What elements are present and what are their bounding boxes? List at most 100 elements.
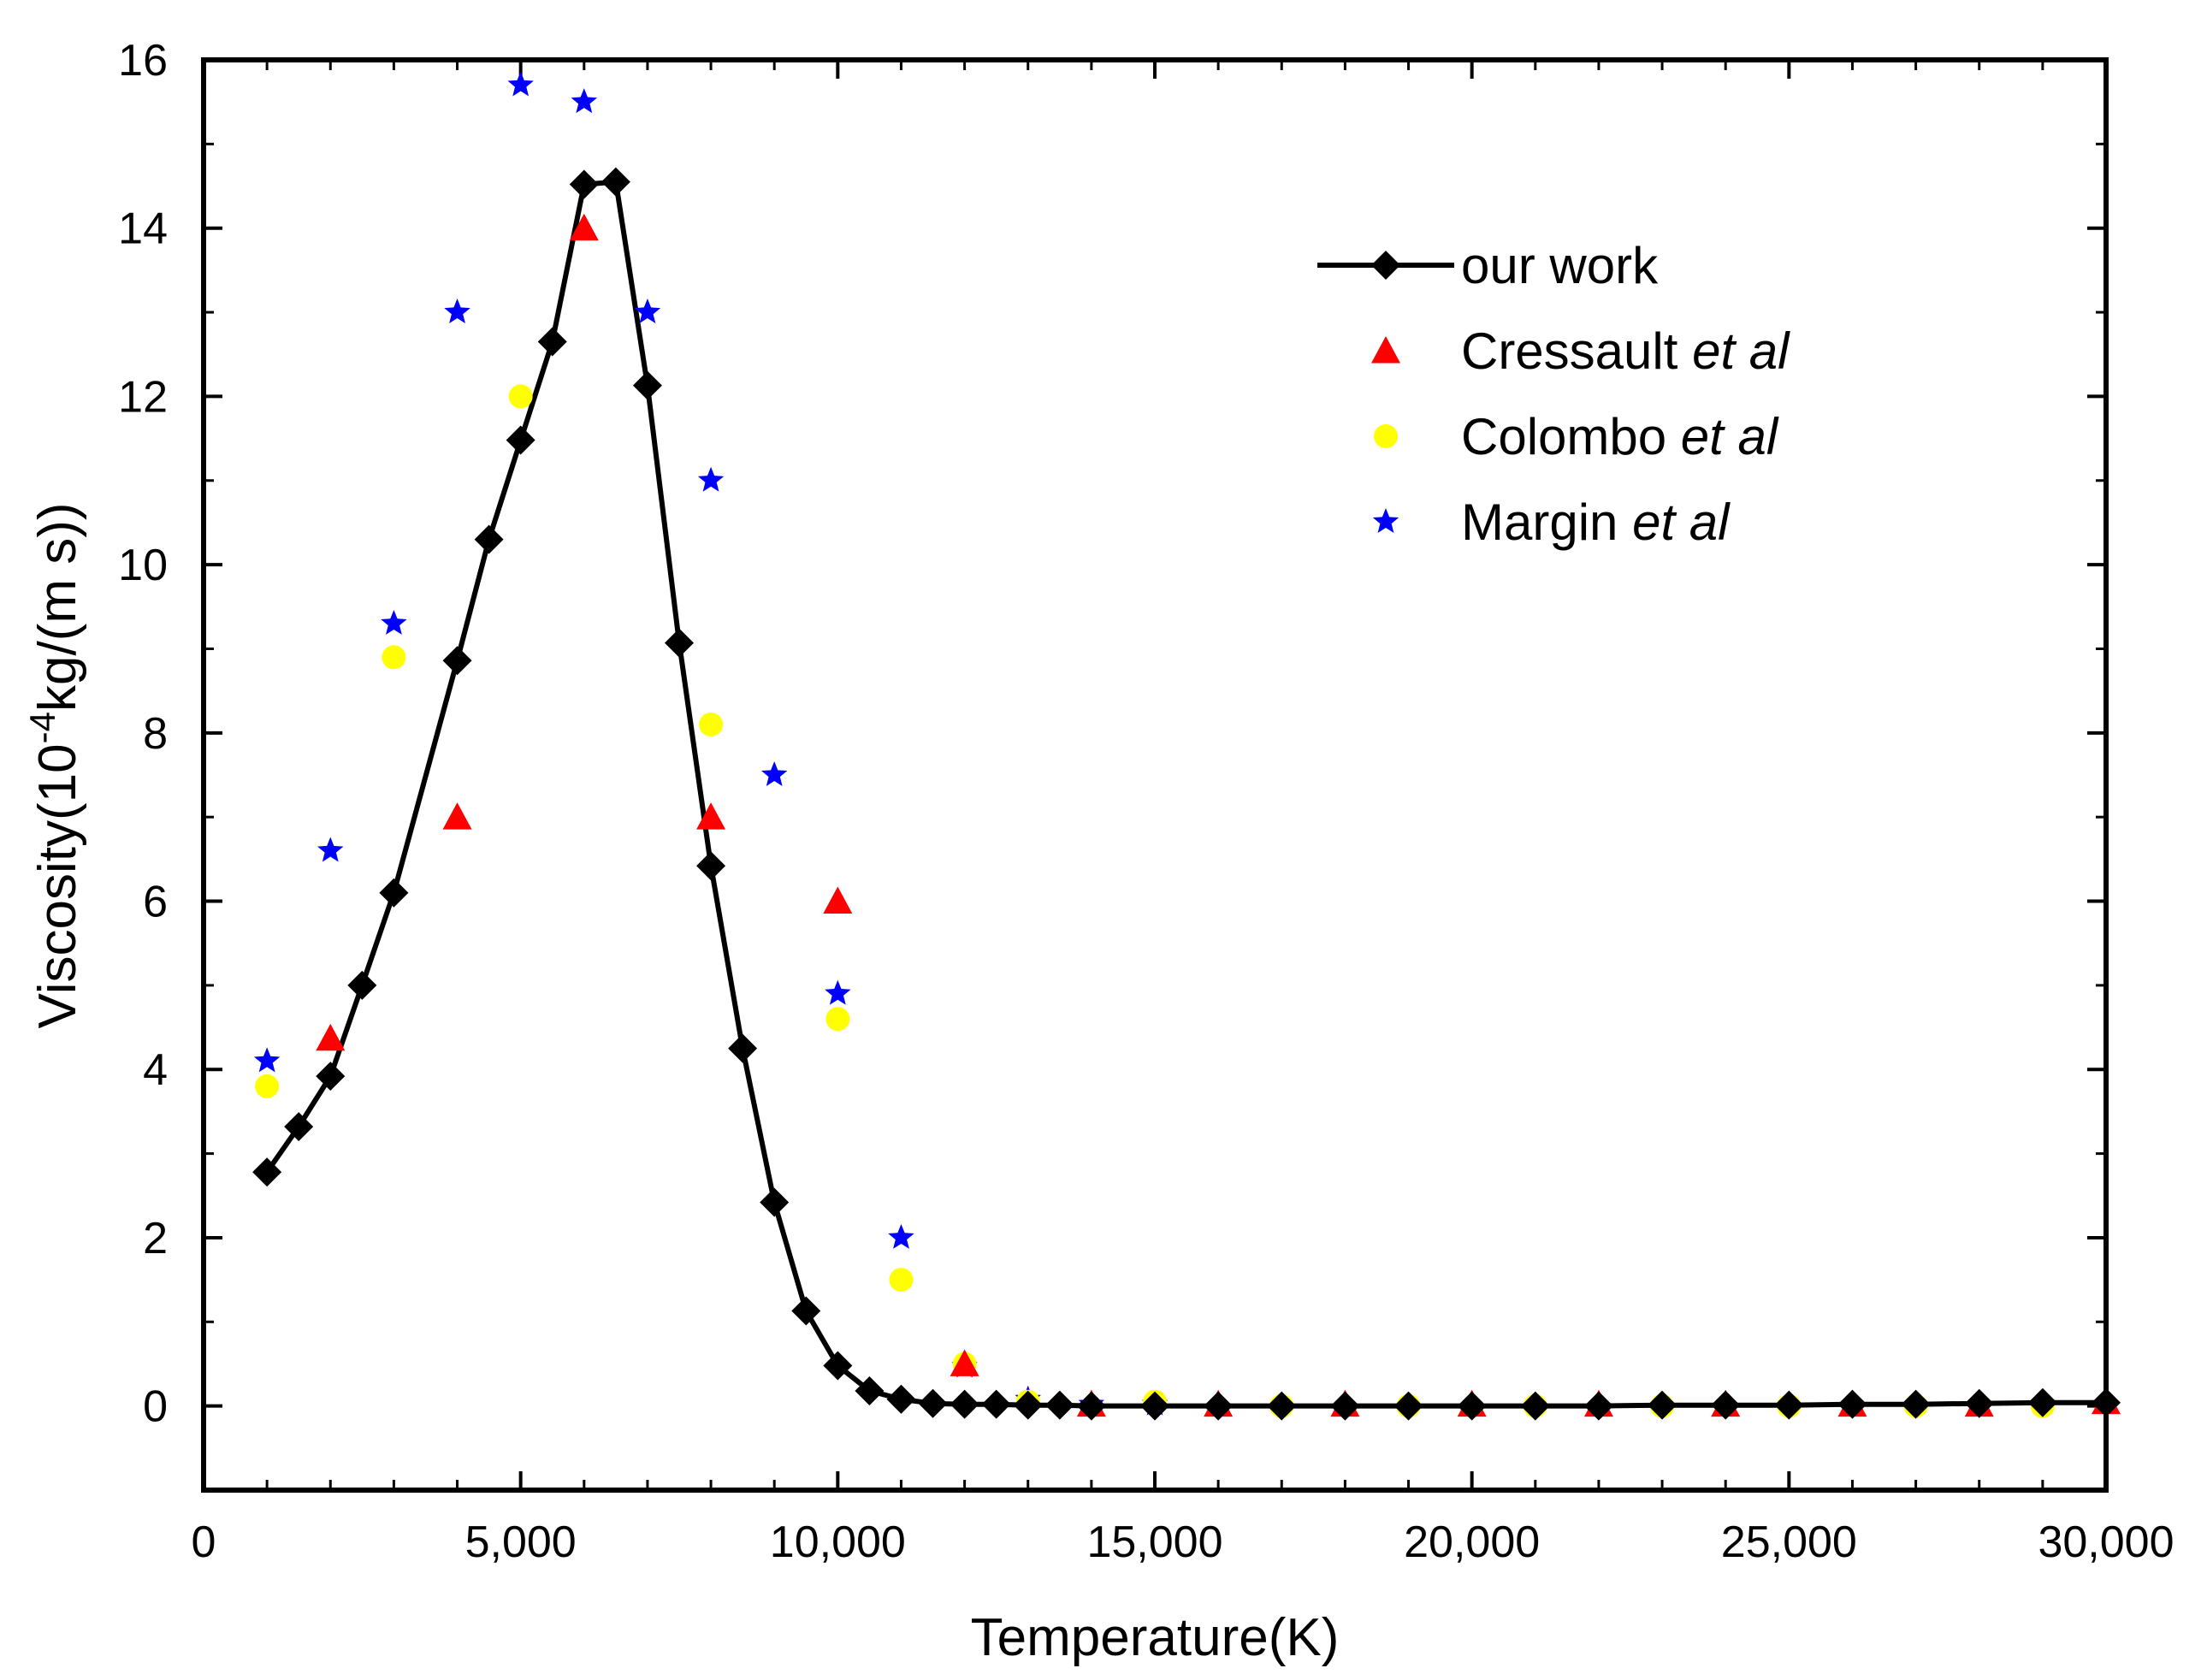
- cressault-et-al-point: [316, 1023, 346, 1051]
- tick-labels: 0 5,000 10,000 15,000 20,000 25,000 30,000 0 2 4 6…: [118, 36, 2174, 1567]
- legend-marker-cressault-et-al: [1371, 336, 1400, 364]
- our-work-point: [632, 370, 662, 400]
- y-axis-title-prefix: Viscosity(10: [28, 743, 87, 1028]
- our-work-point: [1648, 1390, 1677, 1420]
- y-tick-label: 0: [143, 1382, 168, 1432]
- margin-et-al-point: [444, 299, 470, 323]
- axis-ticks: [202, 58, 2108, 1492]
- y-tick-label: 10: [118, 541, 168, 590]
- our-work-point: [1044, 1390, 1074, 1420]
- colombo-et-al-point: [889, 1268, 914, 1293]
- y-tick-label: 4: [143, 1045, 168, 1095]
- colombo-et-al-point: [255, 1074, 280, 1098]
- y-axis-title: Viscosity(10-4kg/(m s)): [22, 503, 87, 1029]
- our-work-point: [2027, 1387, 2057, 1417]
- cressault-et-al-point: [696, 802, 726, 830]
- margin-et-al-point: [760, 761, 788, 786]
- our-work-point: [474, 524, 504, 554]
- x-tick-label: 10,000: [770, 1517, 906, 1567]
- colombo-et-al-point: [508, 384, 533, 409]
- our-work-point: [886, 1384, 916, 1414]
- x-tick-label: 15,000: [1086, 1517, 1222, 1567]
- x-tick-label: 30,000: [2038, 1517, 2174, 1567]
- our-work-point: [1204, 1391, 1234, 1421]
- legend-label-text: Colombo: [1461, 408, 1681, 465]
- our-work-point: [696, 851, 726, 881]
- our-work-point: [1140, 1391, 1169, 1421]
- our-work-point: [950, 1389, 979, 1419]
- y-tick-label: 2: [143, 1214, 168, 1263]
- x-tick-label: 20,000: [1404, 1517, 1540, 1567]
- our-work-point: [1901, 1389, 1931, 1419]
- our-work-line: [264, 179, 2106, 1409]
- x-tick-label: 0: [192, 1517, 216, 1567]
- y-tick-label: 16: [118, 36, 168, 86]
- legend-label-text: Margin: [1461, 494, 1632, 551]
- legend-marker-colombo-et-al: [1374, 424, 1398, 448]
- margin-et-al-point: [507, 71, 534, 97]
- our-work-point: [728, 1033, 758, 1063]
- our-work-point: [1076, 1391, 1106, 1421]
- series-lines: [264, 179, 2106, 1409]
- y-tick-label: 14: [118, 204, 168, 254]
- our-work-point: [823, 1351, 853, 1381]
- our-work-point: [791, 1296, 821, 1326]
- our-work-point: [1837, 1389, 1867, 1419]
- margin-et-al-point: [697, 466, 725, 492]
- our-work-point: [1267, 1391, 1297, 1421]
- our-work-point: [1013, 1390, 1043, 1420]
- legend-label-italic: et al: [1632, 494, 1731, 551]
- x-axis-title: Temperature(K): [971, 1608, 1340, 1667]
- our-work-point: [506, 425, 535, 455]
- margin-et-al-point: [317, 837, 344, 862]
- margin-et-al-point: [825, 979, 851, 1005]
- margin-et-al-point: [634, 299, 661, 323]
- cressault-et-al-point: [569, 213, 599, 241]
- our-work-point: [918, 1388, 948, 1418]
- our-work-point: [316, 1062, 346, 1091]
- colombo-et-al-point: [382, 645, 406, 670]
- our-work-point: [855, 1375, 885, 1405]
- colombo-et-al-point: [825, 1007, 850, 1032]
- legend-marker-margin-et-al: [1372, 508, 1399, 533]
- margin-et-al-point: [888, 1223, 914, 1249]
- our-work-point: [1583, 1391, 1613, 1421]
- legend-label-italic: et al: [1692, 322, 1790, 380]
- colombo-et-al-point: [699, 712, 724, 736]
- our-work-point: [537, 327, 567, 357]
- our-work-point: [1393, 1391, 1423, 1421]
- legend-label-our-work: our work: [1461, 237, 1659, 294]
- our-work-point: [665, 628, 694, 658]
- cressault-et-al-point: [442, 802, 472, 830]
- our-work-point: [1711, 1390, 1741, 1420]
- series-markers: [252, 71, 2121, 1421]
- legend-marker-our-work: [1371, 251, 1400, 280]
- our-work-point: [1330, 1391, 1360, 1421]
- legend-label-italic: et al: [1681, 408, 1779, 465]
- our-work-point: [379, 878, 409, 908]
- legend-label-cressault-et-al: Cressault et al: [1461, 322, 1790, 380]
- our-work-point: [442, 646, 472, 676]
- x-tick-label: 5,000: [465, 1517, 577, 1567]
- our-work-point: [981, 1389, 1011, 1419]
- y-tick-label: 12: [118, 372, 168, 422]
- y-tick-label: 6: [143, 878, 168, 927]
- legend-label-text: our work: [1461, 237, 1659, 294]
- our-work-point: [1774, 1390, 1804, 1420]
- x-tick-label: 25,000: [1721, 1517, 1857, 1567]
- y-axis-title-suffix: kg/(m s)): [28, 503, 87, 713]
- our-work-point: [347, 970, 377, 1000]
- plot-frame: [201, 57, 2109, 1493]
- margin-et-al-point: [253, 1047, 281, 1073]
- y-tick-label: 8: [143, 709, 168, 759]
- our-work-point: [760, 1187, 790, 1217]
- legend-label-margin-et-al: Margin et al: [1461, 494, 1731, 551]
- margin-et-al-point: [381, 609, 407, 635]
- margin-et-al-point: [571, 88, 598, 114]
- cressault-et-al-point: [950, 1349, 979, 1376]
- our-work-point: [284, 1112, 314, 1142]
- our-work-point: [1964, 1388, 1994, 1418]
- our-work-point: [601, 167, 630, 197]
